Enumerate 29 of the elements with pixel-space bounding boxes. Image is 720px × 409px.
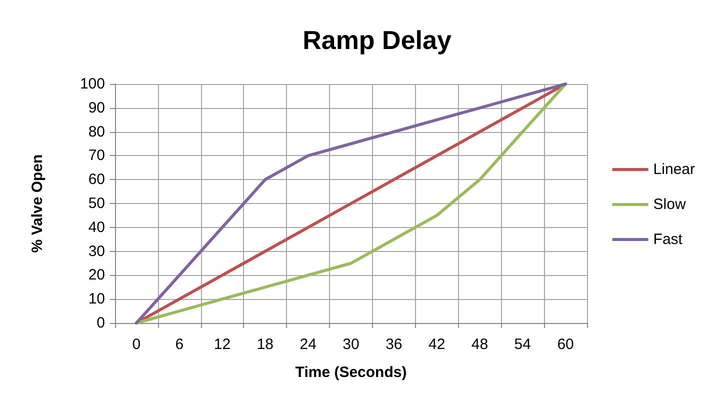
x-tick-label: 60 <box>557 336 574 353</box>
x-tick-label: 36 <box>386 336 402 353</box>
x-tick-label: 42 <box>428 336 446 353</box>
legend-label: Linear <box>653 161 696 178</box>
x-tick-label: 48 <box>471 336 488 353</box>
x-axis-title: Time (Seconds) <box>295 364 407 381</box>
line-series <box>134 82 568 324</box>
x-tick-label: 12 <box>214 336 231 353</box>
y-axis-title: % Valve Open <box>29 154 46 253</box>
x-tick-label: 24 <box>300 336 316 353</box>
chart-title: Ramp Delay <box>302 25 452 55</box>
y-tick-label: 90 <box>88 99 105 116</box>
y-tick-label: 80 <box>88 123 105 140</box>
y-tick-label: 10 <box>88 290 105 308</box>
legend-label: Slow <box>653 196 686 213</box>
legend-label: Fast <box>653 231 684 248</box>
y-tick-label: 60 <box>88 171 105 188</box>
y-tick-label: 20 <box>88 266 105 284</box>
y-tick-label: 50 <box>88 195 105 212</box>
x-tick-label: 54 <box>514 336 531 353</box>
x-tick-label: 6 <box>175 336 184 353</box>
y-tick-label: 70 <box>88 147 105 164</box>
x-tick-label: 0 <box>132 336 141 353</box>
x-tick-label: 18 <box>256 336 274 353</box>
x-tick-label: 30 <box>342 336 360 353</box>
y-tick-label: 40 <box>88 218 105 236</box>
y-tick-label: 30 <box>88 242 105 260</box>
y-tick-label: 0 <box>96 314 105 332</box>
y-tick-label: 100 <box>80 76 105 92</box>
